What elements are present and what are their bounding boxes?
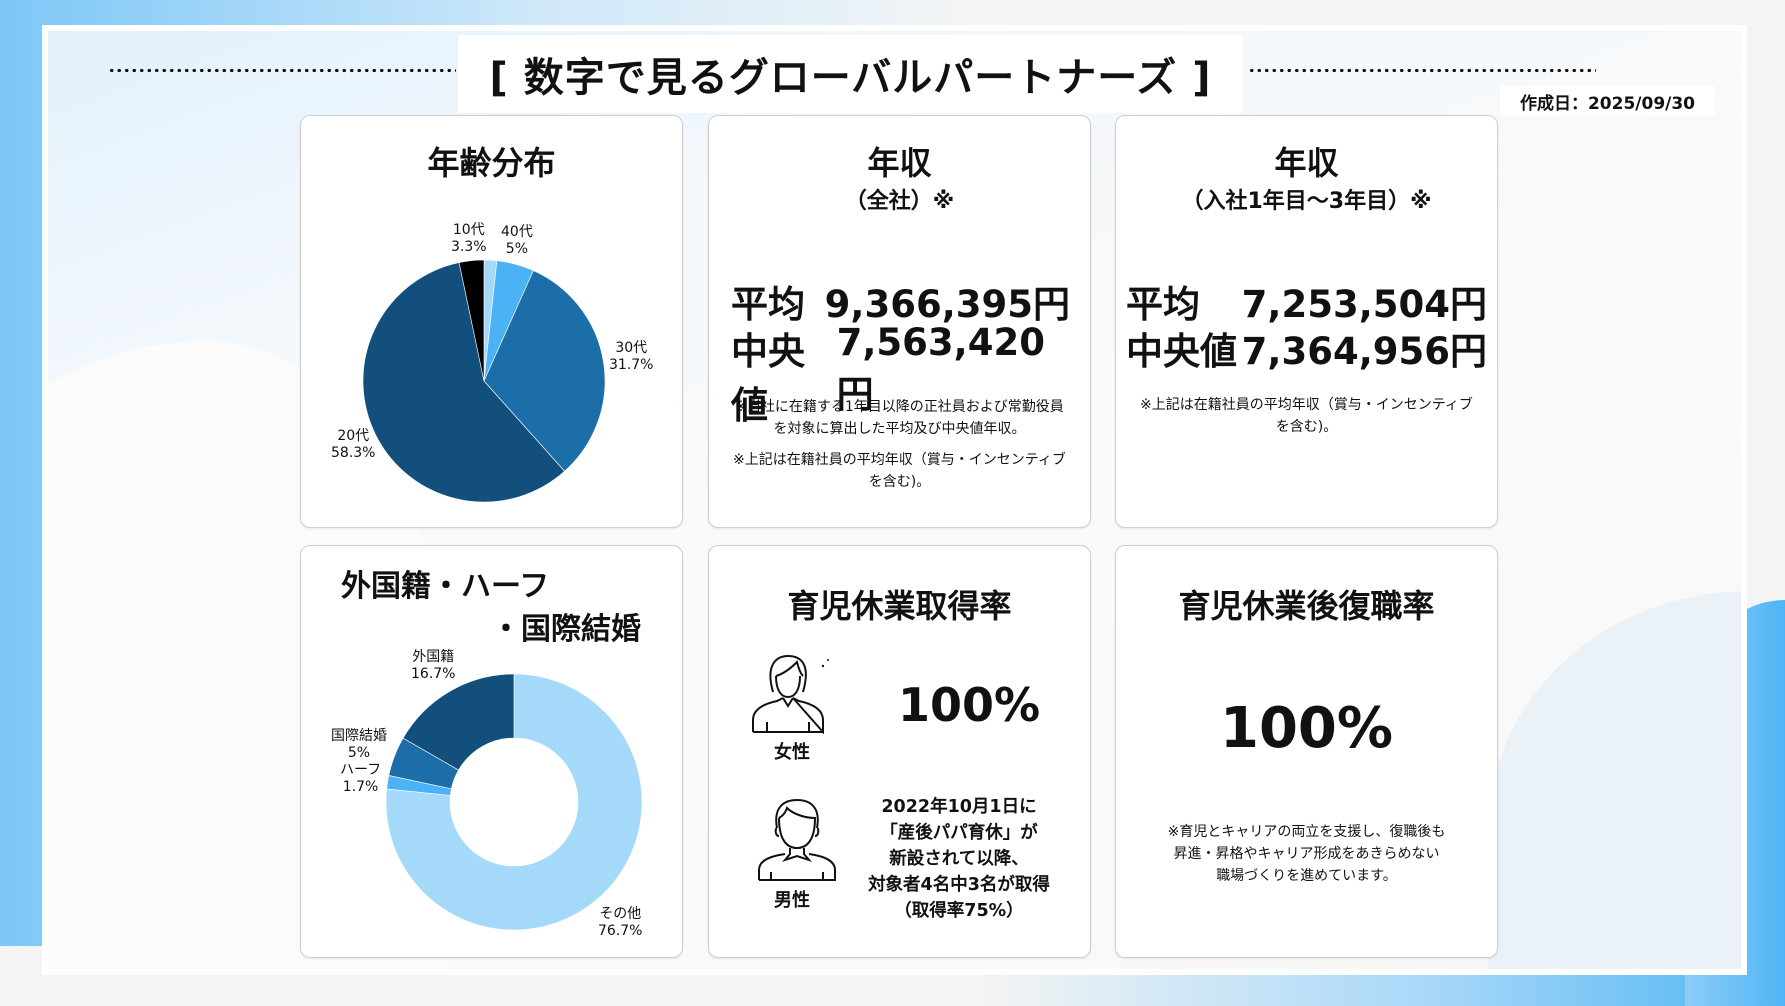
chart-slice (458, 259, 485, 382)
median-value: 7,364,956円 (1241, 330, 1487, 373)
donut-label-half: ハーフ 1.7% (340, 762, 382, 795)
diversity-donut-chart (385, 673, 643, 931)
card-title: 年齢分布 (427, 144, 556, 182)
average-value: 9,366,395円 (824, 283, 1070, 326)
salary-note-1: ※当社に在籍する1年目以降の正社員および常勤役員を対象に算出した平均及び中央値年… (735, 399, 1064, 437)
median-value: 7,563,420円 (836, 321, 1045, 416)
age-distribution-card: 年齢分布 10代 3.3% 40代 5% 30代 31.7% 20代 58.3% (300, 115, 683, 528)
pie-label-20s: 20代 58.3% (331, 428, 376, 461)
donut-label-foreign: 外国籍 16.7% (411, 649, 456, 682)
card-title: 育児休業取得率 (787, 587, 1012, 625)
donut-label-intl-marriage: 国際結婚 5% (331, 728, 387, 761)
card-title-line1: 外国籍・ハーフ (341, 569, 550, 604)
chart-slice (362, 262, 566, 503)
salary-all-card: 年収 （全社）※ 平均 9,366,395円 中央値 7,563,420円 ※当… (708, 115, 1091, 528)
return-rate-card: 育児休業後復職率 100% ※育児とキャリアの両立を支援し、復職後も 昇進・昇格… (1115, 545, 1498, 958)
pie-label-10s: 10代 3.3% (451, 222, 487, 255)
created-date: 作成日：2025/09/30 (1500, 86, 1715, 116)
salary-note-2: ※上記は在籍社員の平均年収（賞与・インセンティブを含む)。 (733, 452, 1066, 490)
title-dotted-line-left (108, 68, 456, 73)
male-leave-description: 2022年10月1日に 「産後パパ育休」が 新設されて以降、 対象者4名中3名が… (868, 797, 1050, 921)
average-label: 平均 (731, 283, 805, 326)
male-label: 男性 (774, 890, 810, 911)
median-label: 中央値 (1126, 330, 1237, 373)
card-title: 育児休業後復職率 (1178, 587, 1435, 625)
pie-label-30s: 30代 31.7% (609, 340, 654, 373)
card-title-line2: ・国際結婚 (491, 612, 641, 647)
return-rate-value: 100% (1219, 696, 1393, 761)
diversity-card: 外国籍・ハーフ ・国際結婚 外国籍 16.7% 国際結婚 5% ハーフ 1.7% その… (300, 545, 683, 958)
female-rate-value: 100% (897, 678, 1041, 732)
card-title: 年収 (867, 144, 932, 182)
age-pie-chart (362, 259, 606, 503)
median-label: 中央値 (731, 330, 805, 427)
female-person-icon (752, 654, 829, 734)
title-box: [ 数字で見るグローバルパートナーズ ] (458, 35, 1243, 113)
title-dotted-line-right (1248, 68, 1596, 73)
average-value: 7,253,504円 (1241, 283, 1487, 326)
male-person-icon (758, 798, 836, 881)
card-subtitle: （全社）※ (844, 189, 955, 214)
salary-new-card: 年収 （入社1年目〜3年目）※ 平均 7,253,504円 中央値 7,364,… (1115, 115, 1498, 528)
card-subtitle: （入社1年目〜3年目）※ (1181, 189, 1432, 214)
chart-slice (402, 673, 515, 771)
pie-label-40s: 40代 5% (501, 224, 533, 257)
female-label: 女性 (774, 742, 810, 763)
salary-median-row: 中央値 7,563,420円 (731, 321, 1070, 429)
salary-average-row: 平均 9,366,395円 (731, 274, 1070, 328)
salary-median-row: 中央値 7,364,956円 (1126, 321, 1487, 375)
parental-leave-card: 育児休業取得率 女性 100% 男性 2022年10月1日に 「産後パパ育休」が… (708, 545, 1091, 958)
page-title: [ 数字で見るグローバルパートナーズ ] (489, 55, 1212, 101)
average-label: 平均 (1126, 283, 1200, 326)
chart-slice (385, 673, 643, 931)
chart-slice (483, 270, 606, 472)
decorative-wave-right (1488, 591, 1741, 969)
salary-note-1: ※上記は在籍社員の平均年収（賞与・インセンティブを含む)。 (1140, 397, 1473, 435)
card-title: 年収 (1274, 144, 1339, 182)
salary-average-row: 平均 7,253,504円 (1126, 274, 1487, 328)
donut-label-other: その他 76.7% (598, 906, 643, 939)
return-rate-note: ※育児とキャリアの両立を支援し、復職後も 昇進・昇格やキャリア形成をあきらめない… (1167, 824, 1446, 884)
